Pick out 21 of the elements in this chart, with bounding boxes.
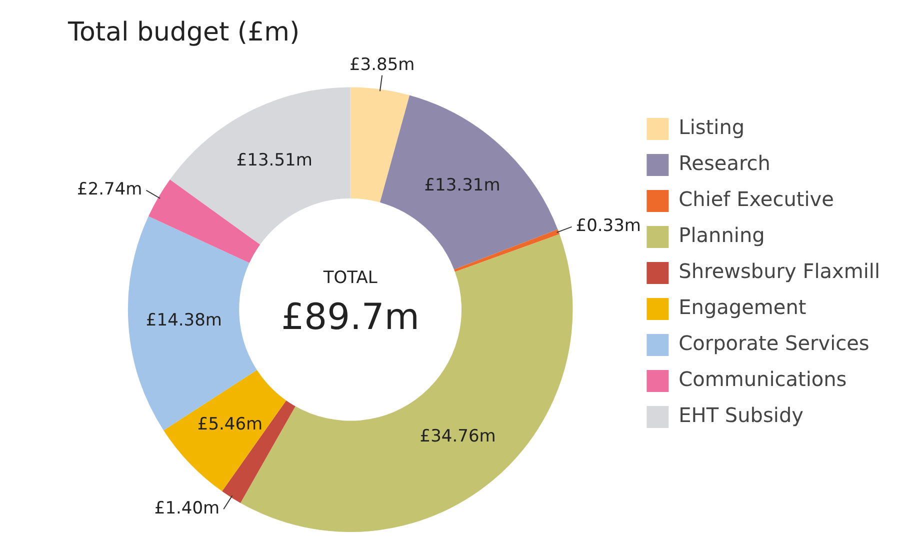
data-label: £5.46m [197, 414, 263, 435]
data-label: £1.40m [154, 498, 220, 519]
legend-label: Chief Executive [678, 187, 834, 212]
legend-label: Listing [678, 115, 745, 140]
data-label: £14.38m [146, 310, 222, 331]
text: TOTAL [322, 268, 378, 288]
data-label: £13.31m [424, 175, 500, 196]
legend-label: EHT Subsidy [678, 403, 804, 428]
legend-label: Research [678, 151, 770, 176]
data-label: £0.33m [576, 216, 641, 236]
data-label: £3.85m [349, 54, 415, 75]
legend-label: Communications [678, 367, 847, 392]
legend-label: Planning [678, 223, 765, 248]
text: £89.7m [281, 296, 420, 338]
legend-label: Engagement [678, 295, 806, 320]
legend-label: Corporate Services [678, 331, 870, 356]
data-label: £2.74m [77, 180, 142, 200]
data-label: £13.51m [236, 150, 312, 171]
legend-label: Shrewsbury Flaxmill [678, 259, 880, 284]
chart-title: Total budget (£m) [67, 17, 300, 48]
data-label: £34.76m [420, 426, 496, 447]
